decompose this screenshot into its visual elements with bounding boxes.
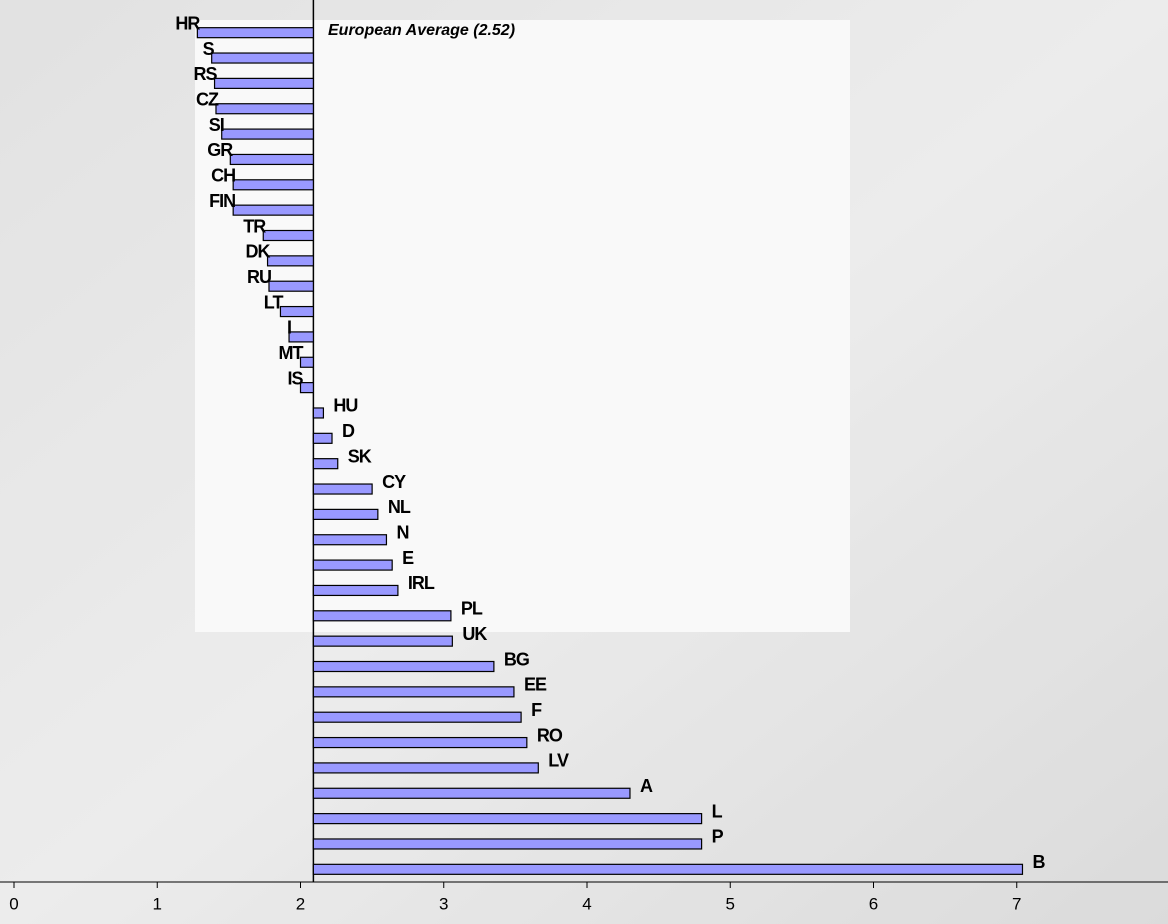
bar [213, 77, 314, 89]
bar-label: SK [348, 446, 372, 466]
x-tick-label: 7 [1012, 894, 1021, 913]
bar [312, 483, 373, 495]
bar [312, 838, 703, 850]
x-tick-label: 5 [726, 894, 735, 913]
bar [288, 331, 314, 343]
bar-label: SI [209, 115, 224, 135]
bar-label: CH [211, 166, 235, 186]
bar-label: NL [388, 497, 411, 517]
bar [312, 762, 539, 774]
x-tick-label: 6 [869, 894, 878, 913]
bar [312, 534, 388, 546]
bar [215, 103, 314, 115]
bar [196, 27, 314, 39]
bar-label: B [1032, 852, 1045, 872]
x-tick-label: 1 [153, 894, 162, 913]
bar [299, 382, 314, 394]
bar [312, 686, 515, 698]
bar-label: CY [382, 472, 406, 492]
bar-label: IRL [408, 573, 435, 593]
bar-label: RU [247, 267, 271, 287]
bar [232, 204, 314, 216]
annotation: European Average (2.52) [328, 22, 515, 39]
bar-label: GR [207, 140, 233, 160]
x-tick-label: 2 [296, 894, 305, 913]
bar-label: HR [175, 13, 200, 33]
bar-label: UK [462, 624, 487, 644]
bar [312, 407, 325, 419]
bar-label: TR [243, 216, 266, 236]
bar-label: E [402, 548, 414, 568]
bar [232, 179, 314, 191]
bar [312, 635, 453, 647]
bar-label: L [712, 801, 723, 821]
bar [312, 458, 339, 470]
bar [262, 229, 314, 242]
bar [312, 610, 452, 622]
bar [312, 813, 703, 825]
bar [312, 508, 379, 520]
bar [312, 736, 528, 749]
bar-label: P [712, 827, 724, 847]
bar-label: I [287, 318, 291, 338]
bar-label: S [203, 39, 215, 59]
x-tick-label: 3 [439, 894, 448, 913]
bar-label: HU [333, 396, 357, 416]
bar-label: RO [537, 725, 563, 745]
bar [312, 584, 399, 597]
bar-label: MT [279, 343, 304, 363]
bar-label: A [640, 776, 653, 796]
bar-label: IS [287, 368, 303, 388]
background-panel [195, 20, 850, 632]
bar [299, 356, 314, 368]
bar [266, 255, 314, 267]
bar [312, 432, 333, 444]
bar-label: FIN [209, 191, 235, 211]
bar-label: F [531, 700, 542, 720]
bar-label: RS [194, 64, 218, 84]
bar-label: CZ [196, 89, 219, 109]
bar [268, 280, 314, 292]
bar [312, 660, 495, 673]
bar [211, 52, 314, 64]
bar [312, 787, 631, 799]
bar-label: LT [264, 292, 284, 312]
bar [221, 128, 314, 140]
bar-label: D [342, 421, 355, 441]
bar [312, 711, 522, 723]
bar-label: EE [524, 675, 547, 695]
x-tick-label: 0 [9, 894, 18, 913]
bar [312, 863, 1024, 875]
bar-label: N [396, 522, 408, 542]
bar-label: DK [246, 242, 271, 262]
bar [279, 305, 314, 318]
bar-label: BG [504, 649, 529, 669]
x-tick-label: 4 [582, 894, 591, 913]
bar [229, 153, 314, 166]
bar-label: LV [548, 751, 569, 771]
bar [312, 559, 393, 571]
bar-label: PL [461, 599, 483, 619]
